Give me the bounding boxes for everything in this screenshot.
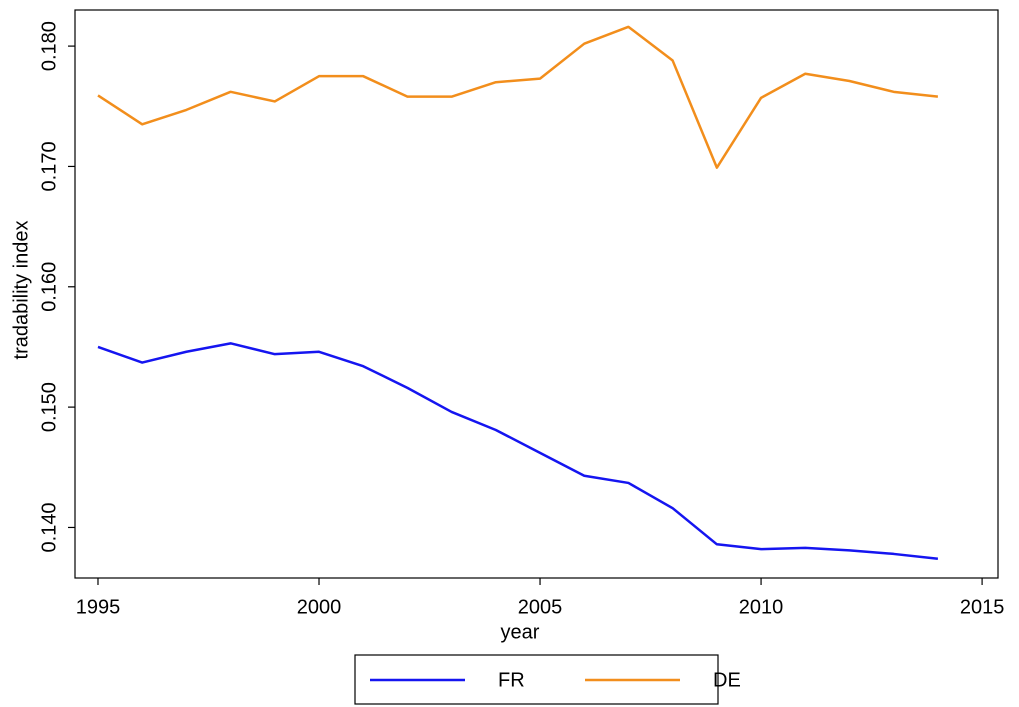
y-tick-label: 0.150 bbox=[38, 382, 60, 432]
x-tick-label: 2000 bbox=[297, 596, 342, 618]
y-tick-label: 0.170 bbox=[38, 141, 60, 191]
legend-label: DE bbox=[713, 669, 741, 691]
y-axis-title: tradability index bbox=[10, 221, 32, 360]
plot-frame bbox=[74, 9, 999, 579]
line-series bbox=[97, 342, 939, 560]
y-tick-label: 0.140 bbox=[38, 502, 60, 552]
x-tick-label: 2010 bbox=[739, 596, 784, 618]
x-tick-label: 2015 bbox=[960, 596, 1005, 618]
y-tick-label: 0.180 bbox=[38, 21, 60, 71]
x-axis-title: year bbox=[501, 621, 540, 643]
y-tick-label: 0.160 bbox=[38, 262, 60, 312]
x-tick-label: 2005 bbox=[518, 596, 563, 618]
x-tick-label: 1995 bbox=[76, 596, 121, 618]
line-series bbox=[97, 25, 939, 169]
legend-label: FR bbox=[498, 669, 525, 691]
